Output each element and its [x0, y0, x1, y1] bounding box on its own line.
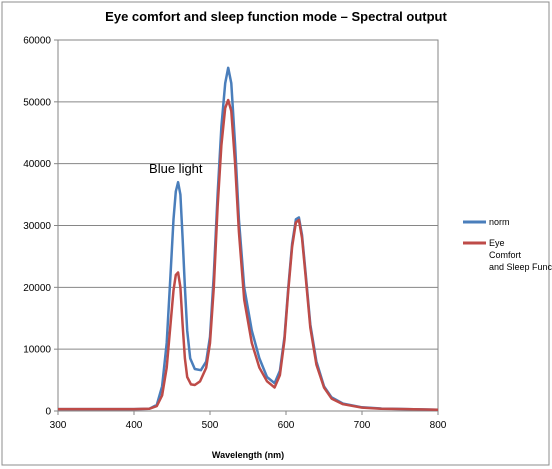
- legend-label-eye-comfort: Eye Comfort and Sleep Function: [489, 238, 552, 272]
- y-tick-label: 10000: [23, 345, 51, 356]
- y-tick-label: 0: [45, 407, 51, 418]
- y-tick-label: 50000: [23, 97, 51, 108]
- x-tick-labels: 300 400 500 600 700 800: [50, 420, 447, 431]
- x-tick-label: 500: [202, 420, 219, 431]
- y-tick-label: 60000: [23, 36, 51, 47]
- y-tick-label: 40000: [23, 159, 51, 170]
- legend-label-line: Comfort: [489, 250, 522, 260]
- x-tick-label: 300: [50, 420, 67, 431]
- annotation-blue-light: Blue light: [149, 161, 203, 176]
- x-axis-label: Wavelength (nm): [212, 450, 284, 460]
- x-tick-label: 400: [126, 420, 143, 431]
- plot-area-border: [57, 39, 439, 412]
- y-tick-label: 20000: [23, 283, 51, 294]
- legend: norm Eye Comfort and Sleep Function: [463, 217, 552, 272]
- x-tick-label: 600: [278, 420, 295, 431]
- legend-label-line: and Sleep Function: [489, 262, 552, 272]
- legend-label-norm: norm: [489, 217, 510, 227]
- legend-label-line: Eye: [489, 238, 505, 248]
- x-tick-label: 800: [430, 420, 447, 431]
- chart-title: Eye comfort and sleep function mode – Sp…: [105, 9, 447, 24]
- y-tick-label: 30000: [23, 221, 51, 232]
- series-line-eye-comfort: [58, 98, 439, 412]
- series-lines: [58, 66, 439, 412]
- x-tick-label: 700: [354, 420, 371, 431]
- y-tick-labels: 0 10000 20000 30000 40000 50000 60000: [23, 36, 51, 418]
